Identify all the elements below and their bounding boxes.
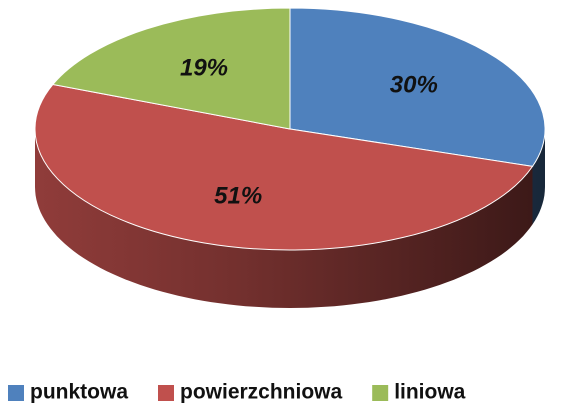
legend-label: punktowa [30, 381, 128, 404]
legend-swatch [8, 385, 24, 401]
data-label: 19% [180, 54, 228, 81]
legend-label: liniowa [394, 381, 465, 404]
legend-swatch [372, 385, 389, 401]
legend-swatch [158, 385, 174, 401]
legend-label: powierzchniowa [180, 381, 343, 404]
data-label: 51% [214, 183, 262, 210]
pie-slice-side [532, 129, 545, 225]
pie-slice [289, 7, 546, 167]
pie-slice [34, 83, 534, 251]
pie-slice [51, 7, 291, 130]
pie-slice-side [35, 129, 533, 308]
data-label: 30% [390, 72, 438, 99]
